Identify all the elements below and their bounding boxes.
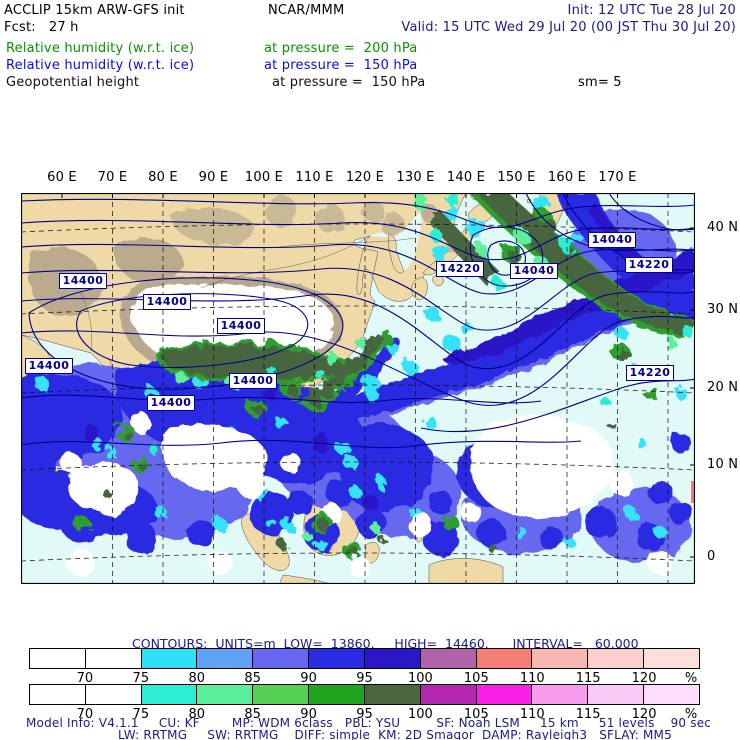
colorbar-tick-label: 95 bbox=[356, 671, 373, 686]
longitude-label: 160 E bbox=[547, 170, 587, 185]
latitude-axis: 40 N 30 N 20 N 10 N 0 bbox=[707, 0, 740, 740]
model-title: ACCLIP 15km ARW-GFS init bbox=[4, 3, 185, 18]
colorbar-cell bbox=[588, 649, 645, 668]
colorbar-cell bbox=[141, 649, 198, 668]
colorbar-cell bbox=[588, 685, 645, 704]
field-rh150-level: at pressure = 150 hPa bbox=[264, 58, 418, 73]
colorbar-cell bbox=[420, 685, 477, 704]
colorbar-tick-label: 115 bbox=[575, 671, 601, 686]
colorbar-cell bbox=[420, 649, 477, 668]
colorbar-cell bbox=[141, 685, 198, 704]
latitude-label: 0 bbox=[707, 549, 716, 564]
colorbar-cell bbox=[532, 685, 589, 704]
colorbar-cell bbox=[197, 685, 254, 704]
colorbar-tick-label: 110 bbox=[519, 707, 545, 722]
longitude-label: 60 E bbox=[47, 170, 77, 185]
colorbar-cell bbox=[364, 685, 421, 704]
colorbar-tick-label: 115 bbox=[575, 707, 601, 722]
colorbar-tick-label: 95 bbox=[356, 707, 373, 722]
longitude-axis: 60 E 70 E 80 E 90 E 100 E 110 E 120 E 130 E 140 … bbox=[0, 170, 740, 186]
colorbar-tick-label: 105 bbox=[463, 707, 489, 722]
colorbar-cell bbox=[644, 685, 699, 704]
colorbar-cell bbox=[309, 685, 365, 704]
longitude-label: 120 E bbox=[345, 170, 385, 185]
colorbar-rh200-ticks: 70 75 80 85 90 95 100 105 110 115 120% bbox=[29, 707, 700, 722]
colorbar-tick-label: 80 bbox=[188, 707, 206, 722]
colorbar-tick-label: 100 bbox=[407, 671, 433, 686]
longitude-label: 110 E bbox=[295, 170, 334, 185]
longitude-label: 130 E bbox=[396, 170, 435, 185]
colorbar-tick-label: 70 bbox=[76, 671, 94, 686]
smoothing-value: sm= 5 bbox=[578, 75, 622, 90]
colorbar-tick-label: 90 bbox=[300, 671, 317, 686]
field-rh150-label: Relative humidity (w.r.t. ice) bbox=[6, 58, 195, 73]
latitude-label: 20 N bbox=[707, 380, 739, 395]
colorbar-tick-label: 120 bbox=[631, 707, 657, 722]
colorbar-cell bbox=[253, 649, 310, 668]
contour-info: CONTOURS: UNITS=m LOW= 13860. HIGH= 1446… bbox=[132, 636, 639, 651]
colorbar-tick-label: 105 bbox=[463, 671, 489, 686]
colorbar-cell bbox=[364, 649, 421, 668]
longitude-label: 80 E bbox=[148, 170, 178, 185]
init-time: Init: 12 UTC Tue 28 Jul 20 bbox=[567, 3, 736, 18]
rh150-cyan-fringe bbox=[34, 195, 687, 551]
colorbar-tick-label: 110 bbox=[519, 671, 545, 686]
colorbar-tick-label: 85 bbox=[244, 671, 261, 686]
longitude-label: 150 E bbox=[497, 170, 536, 185]
axis-ticks bbox=[61, 193, 695, 558]
valid-time: Valid: 15 UTC Wed 29 Jul 20 (00 JST Thu … bbox=[401, 20, 736, 35]
forecast-hour: Fcst: 27 h bbox=[4, 20, 79, 35]
longitude-label: 140 E bbox=[446, 170, 486, 185]
colorbar-cell bbox=[476, 649, 533, 668]
colorbar-tick-label: 100 bbox=[407, 707, 433, 722]
colorbar-cell bbox=[85, 649, 142, 668]
longitude-label: 100 E bbox=[244, 170, 284, 185]
colorbar-tick-label: 120 bbox=[631, 671, 657, 686]
latitude-label: 40 N bbox=[707, 220, 739, 235]
colorbar-unit-label: % bbox=[684, 671, 698, 686]
latitude-label: 10 N bbox=[707, 457, 739, 472]
colorbar-tick-label: 85 bbox=[244, 707, 261, 722]
colorbar-tick-label: 75 bbox=[132, 671, 150, 686]
model-info-line1: Model Info: V4.1.1 CU: KF MP: WDM 6class… bbox=[26, 716, 712, 730]
colorbar-cell bbox=[197, 649, 254, 668]
longitude-label: 170 E bbox=[598, 170, 637, 185]
rh-over105-sliver bbox=[691, 481, 695, 503]
colorbar-rh200 bbox=[29, 684, 700, 705]
rh200-shading-layer bbox=[73, 193, 695, 558]
colorbar-cell bbox=[85, 685, 142, 704]
colorbar-cell bbox=[532, 649, 589, 668]
colorbar-cell bbox=[30, 685, 86, 704]
field-geo-label: Geopotential height bbox=[6, 75, 140, 90]
map-canvas bbox=[21, 193, 695, 584]
center-name: NCAR/MMM bbox=[268, 3, 345, 18]
model-info-line2: LW: RRTMG SW: RRTMG DIFF: simple KM: 2D … bbox=[118, 728, 672, 740]
colorbar-tick-label: 70 bbox=[76, 707, 94, 722]
colorbar-tick-label: 80 bbox=[188, 671, 206, 686]
colorbar-rh150 bbox=[29, 648, 700, 669]
colorbar-tick-label: 90 bbox=[300, 707, 317, 722]
colorbar-cell bbox=[309, 649, 365, 668]
longitude-label: 90 E bbox=[198, 170, 229, 185]
colorbar-cell bbox=[476, 685, 533, 704]
colorbar-cell bbox=[644, 649, 699, 668]
colorbar-unit-label: % bbox=[684, 707, 698, 722]
colorbar-cell bbox=[253, 685, 310, 704]
latitude-label: 30 N bbox=[707, 302, 739, 317]
graticule-layer bbox=[21, 193, 695, 584]
colorbar-cell bbox=[30, 649, 86, 668]
colorbar-rh150-ticks: 70 75 80 85 90 95 100 105 110 115 120% bbox=[29, 671, 700, 686]
field-geo-level: at pressure = 150 hPa bbox=[272, 75, 426, 90]
field-rh200-level: at pressure = 200 hPa bbox=[264, 41, 418, 56]
map-area: 14400 14400 14400 14400 14400 14400 14220 14040… bbox=[21, 193, 695, 584]
field-rh200-label: Relative humidity (w.r.t. ice) bbox=[6, 41, 195, 56]
colorbar-tick-label: 75 bbox=[132, 707, 150, 722]
longitude-label: 70 E bbox=[97, 170, 128, 185]
